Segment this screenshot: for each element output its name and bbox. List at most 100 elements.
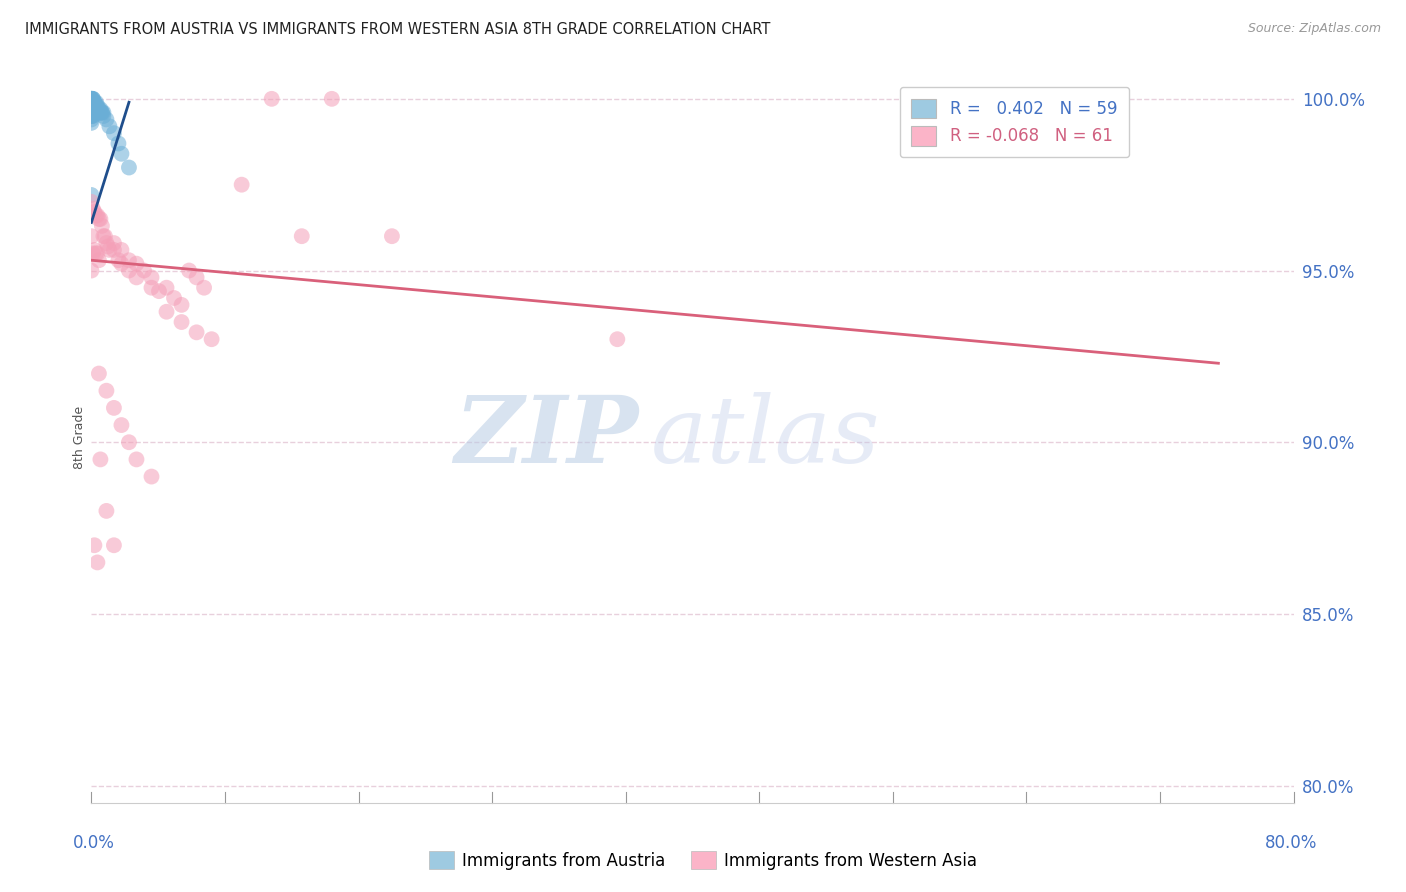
- Point: [193, 281, 215, 295]
- Point: [231, 178, 253, 192]
- Point: [87, 105, 110, 120]
- Point: [118, 263, 141, 277]
- Point: [82, 105, 104, 120]
- Point: [83, 538, 105, 552]
- Point: [86, 98, 108, 112]
- Point: [80, 92, 103, 106]
- Point: [141, 469, 163, 483]
- Point: [93, 105, 115, 120]
- Point: [86, 209, 108, 223]
- Point: [103, 538, 125, 552]
- Point: [125, 452, 148, 467]
- Point: [96, 384, 118, 398]
- Point: [83, 98, 105, 112]
- Point: [103, 235, 125, 250]
- Point: [87, 105, 110, 120]
- Point: [98, 243, 121, 257]
- Point: [80, 116, 103, 130]
- Point: [141, 270, 163, 285]
- Point: [87, 367, 110, 381]
- Point: [82, 95, 104, 110]
- Point: [83, 98, 105, 112]
- Point: [86, 102, 108, 116]
- Point: [321, 92, 343, 106]
- Point: [80, 92, 103, 106]
- Point: [103, 126, 125, 140]
- Point: [82, 246, 104, 260]
- Point: [80, 109, 103, 123]
- Point: [170, 298, 193, 312]
- Point: [110, 243, 132, 257]
- Point: [80, 98, 103, 112]
- Point: [177, 263, 200, 277]
- Text: Source: ZipAtlas.com: Source: ZipAtlas.com: [1247, 22, 1381, 36]
- Point: [80, 95, 103, 110]
- Point: [89, 452, 111, 467]
- Point: [118, 435, 141, 450]
- Point: [107, 253, 129, 268]
- Point: [83, 95, 105, 110]
- Point: [86, 102, 108, 116]
- Point: [82, 202, 104, 216]
- Point: [83, 102, 105, 116]
- Legend: Immigrants from Austria, Immigrants from Western Asia: Immigrants from Austria, Immigrants from…: [422, 845, 984, 877]
- Point: [163, 291, 186, 305]
- Point: [103, 401, 125, 415]
- Point: [80, 92, 103, 106]
- Point: [96, 235, 118, 250]
- Point: [118, 161, 141, 175]
- Point: [80, 105, 103, 120]
- Point: [80, 194, 103, 209]
- Point: [155, 281, 177, 295]
- Legend: R =   0.402   N = 59, R = -0.068   N = 61: R = 0.402 N = 59, R = -0.068 N = 61: [900, 87, 1129, 157]
- Point: [125, 270, 148, 285]
- Point: [201, 332, 224, 346]
- Point: [80, 92, 103, 106]
- Point: [86, 556, 108, 570]
- Point: [96, 504, 118, 518]
- Point: [291, 229, 314, 244]
- Point: [80, 102, 103, 116]
- Point: [80, 102, 103, 116]
- Point: [93, 109, 115, 123]
- Point: [83, 243, 105, 257]
- Text: ZIP: ZIP: [454, 392, 638, 482]
- Point: [110, 257, 132, 271]
- Text: atlas: atlas: [651, 392, 880, 482]
- Point: [132, 263, 155, 277]
- Point: [80, 109, 103, 123]
- Point: [80, 92, 103, 106]
- Point: [93, 229, 115, 244]
- Point: [80, 263, 103, 277]
- Point: [87, 212, 110, 227]
- Point: [84, 95, 107, 110]
- Point: [125, 257, 148, 271]
- Point: [98, 120, 121, 134]
- Point: [82, 92, 104, 106]
- Point: [96, 112, 118, 127]
- Point: [260, 92, 283, 106]
- Point: [80, 229, 103, 244]
- Point: [84, 246, 107, 260]
- Point: [80, 95, 103, 110]
- Point: [89, 102, 111, 116]
- Point: [97, 239, 120, 253]
- Point: [80, 95, 103, 110]
- Point: [381, 229, 404, 244]
- Point: [107, 136, 129, 151]
- Point: [80, 98, 103, 112]
- Point: [84, 98, 107, 112]
- Point: [80, 109, 103, 123]
- Point: [110, 418, 132, 433]
- Point: [89, 212, 111, 227]
- Point: [84, 209, 107, 223]
- Point: [94, 229, 117, 244]
- Point: [80, 112, 103, 127]
- Point: [118, 253, 141, 268]
- Point: [83, 205, 105, 219]
- Point: [82, 95, 104, 110]
- Point: [155, 304, 177, 318]
- Point: [148, 284, 170, 298]
- Point: [80, 188, 103, 202]
- Point: [82, 109, 104, 123]
